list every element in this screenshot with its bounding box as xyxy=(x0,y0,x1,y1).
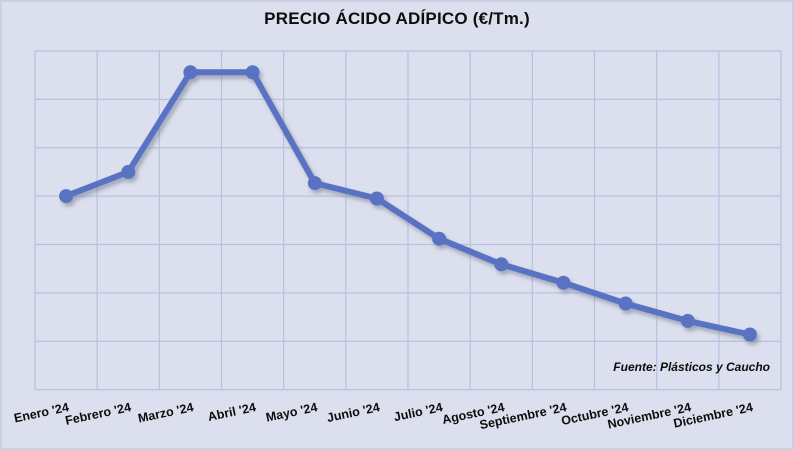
data-point-marker xyxy=(556,275,571,290)
price-line xyxy=(63,69,753,338)
data-point-marker xyxy=(494,257,509,272)
data-point-marker xyxy=(369,191,384,206)
data-point-marker xyxy=(618,296,633,311)
data-point-marker xyxy=(742,327,757,342)
data-point-marker xyxy=(59,189,74,204)
data-point-marker xyxy=(307,176,322,191)
data-point-marker xyxy=(245,65,260,80)
price-series xyxy=(59,65,757,342)
chart-title: PRECIO ÁCIDO ADÍPICO (€/Tm.) xyxy=(264,9,530,28)
data-point-marker xyxy=(121,164,136,179)
gridlines xyxy=(34,50,782,391)
source-note: Fuente: Plásticos y Caucho xyxy=(613,360,770,374)
data-point-marker xyxy=(680,313,695,328)
data-point-marker xyxy=(183,65,198,80)
data-point-marker xyxy=(432,231,447,246)
